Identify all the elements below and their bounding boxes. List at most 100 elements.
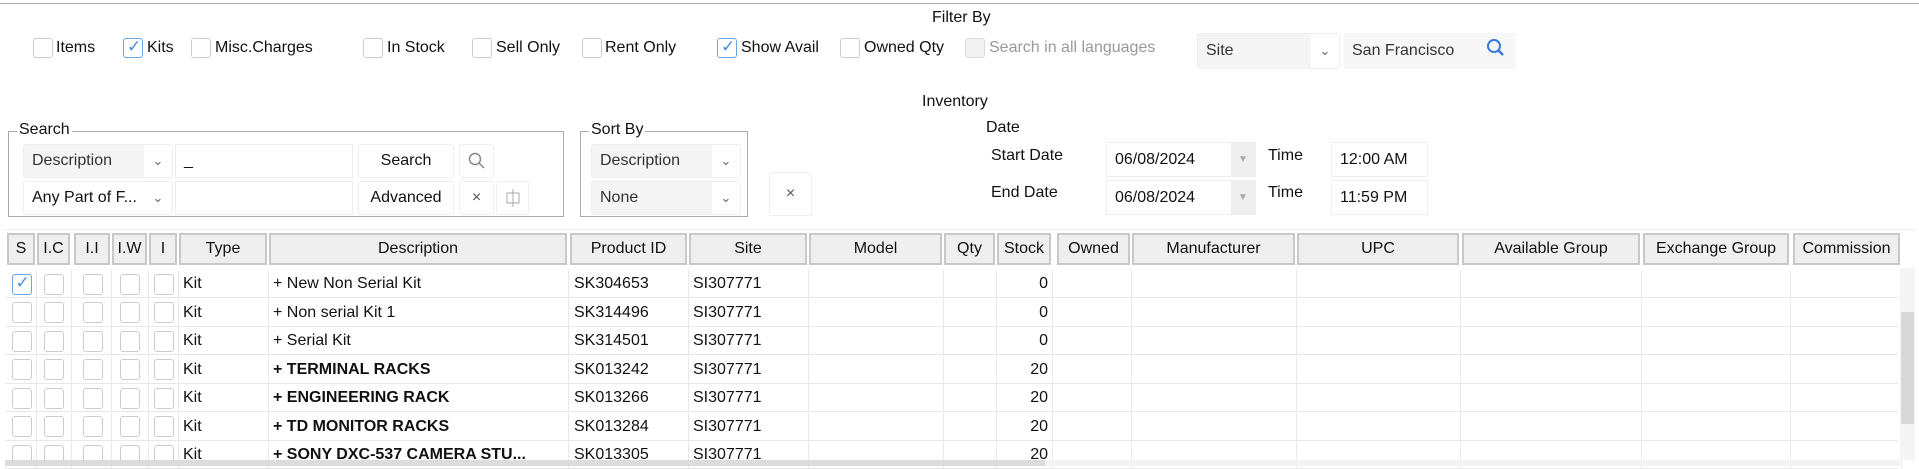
filter-checkbox-sell-only[interactable] [472, 38, 492, 58]
column-header[interactable]: Model [809, 233, 942, 265]
row-checkbox-i-w[interactable] [120, 302, 140, 323]
secondary-search-input[interactable] [175, 181, 353, 215]
vertical-scrollbar[interactable] [1900, 268, 1915, 460]
dropdown-arrow-icon[interactable]: ▼ [1231, 143, 1255, 176]
column-header[interactable]: Type [179, 233, 267, 265]
row-checkbox-i-c[interactable] [44, 302, 64, 323]
row-checkbox-i[interactable] [153, 330, 174, 352]
row-checkbox-i-i[interactable] [82, 387, 103, 409]
checkbox-cell [7, 412, 37, 441]
column-header[interactable]: Commission [1793, 233, 1900, 265]
expand-button[interactable] [496, 181, 529, 215]
column-header[interactable]: Product ID [570, 233, 687, 265]
checkbox-cell [112, 270, 149, 298]
end-date-input[interactable]: 06/08/2024 ▼ [1106, 180, 1256, 215]
table-row[interactable]: Kit + Non serial Kit 1 SK314496 SI307771 0 [5, 298, 1902, 327]
start-time-input[interactable]: 12:00 AM [1331, 142, 1428, 177]
row-checkbox-i-w[interactable] [120, 359, 140, 380]
table-row[interactable]: Kit + Serial Kit SK314501 SI307771 0 [5, 327, 1902, 355]
row-checkbox-s[interactable] [11, 302, 32, 323]
column-header[interactable]: Manufacturer [1132, 233, 1295, 265]
table-row[interactable]: Kit + TERMINAL RACKS SK013242 SI307771 20 [5, 355, 1902, 384]
search-input[interactable]: _ [175, 144, 353, 178]
site-type-dropdown[interactable]: Site ⌄ [1197, 33, 1340, 69]
row-checkbox-i-i[interactable] [82, 273, 103, 295]
column-header[interactable]: Stock [997, 233, 1051, 265]
filter-checkbox-in-stock[interactable] [363, 38, 383, 58]
search-button[interactable]: Search [358, 144, 454, 178]
column-header[interactable]: Site [689, 233, 807, 265]
advanced-button[interactable]: Advanced [358, 181, 454, 215]
cell-description: + TERMINAL RACKS [269, 355, 569, 384]
table-row[interactable]: Kit + TD MONITOR RACKS SK013284 SI307771 20 [5, 412, 1902, 441]
row-checkbox-i-w[interactable] [120, 273, 140, 295]
site-value-field[interactable]: San Francisco [1344, 33, 1516, 69]
column-header[interactable]: I.W [112, 233, 147, 265]
row-checkbox-i[interactable] [153, 359, 174, 380]
row-checkbox-i-c[interactable] [44, 387, 64, 409]
table-row[interactable]: Kit + ENGINEERING RACK SK013266 SI307771 20 [5, 384, 1902, 412]
clear-button[interactable]: × [769, 172, 812, 216]
row-checkbox-i-c[interactable] [44, 359, 64, 380]
row-checkbox-i[interactable] [153, 416, 174, 437]
column-header[interactable]: Available Group [1462, 233, 1640, 265]
column-header[interactable]: I [149, 233, 177, 265]
column-header[interactable]: I.I [74, 233, 110, 265]
cell-product-id: SK013305 [570, 441, 689, 469]
row-checkbox-i[interactable] [153, 273, 174, 295]
row-checkbox-s[interactable] [11, 273, 32, 295]
filter-label: Search in all languages [989, 39, 1156, 56]
column-header[interactable]: S [7, 233, 35, 265]
filter-checkbox-kits[interactable] [123, 37, 143, 58]
search-icon[interactable] [1486, 38, 1506, 58]
checkbox-cell [74, 298, 112, 327]
column-header[interactable]: I.C [37, 233, 70, 265]
end-time-value: 11:59 PM [1340, 188, 1408, 206]
column-header[interactable]: UPC [1297, 233, 1459, 265]
column-header[interactable]: Owned [1057, 233, 1130, 265]
search-field-dropdown[interactable]: Description ⌄ [23, 144, 173, 178]
row-checkbox-i-c[interactable] [44, 330, 64, 352]
magnifier-button[interactable] [459, 144, 494, 178]
column-header[interactable]: Qty [944, 233, 995, 265]
horizontal-scrollbar-thumb[interactable] [5, 460, 1045, 466]
horizontal-scrollbar[interactable] [5, 460, 1900, 466]
column-header[interactable]: Description [269, 233, 567, 265]
row-checkbox-i-i[interactable] [82, 330, 103, 352]
cell-model [809, 355, 944, 384]
row-checkbox-i-c[interactable] [44, 416, 64, 437]
filter-checkbox-items[interactable] [33, 38, 53, 58]
cell-exchange-group [1643, 298, 1791, 327]
row-checkbox-i-i[interactable] [82, 416, 103, 437]
cell-manufacturer [1132, 298, 1297, 327]
sort-primary-dropdown[interactable]: Description ⌄ [591, 144, 741, 178]
scrollbar-thumb[interactable] [1901, 312, 1914, 424]
row-checkbox-s[interactable] [11, 359, 32, 380]
match-type-dropdown[interactable]: Any Part of F... ⌄ [23, 181, 173, 215]
row-checkbox-i-i[interactable] [82, 359, 103, 380]
filter-checkbox-rent-only[interactable] [582, 38, 602, 58]
start-date-input[interactable]: 06/08/2024 ▼ [1106, 142, 1256, 177]
checkbox-cell [149, 298, 179, 327]
cell-model [809, 441, 944, 469]
row-checkbox-i-i[interactable] [82, 302, 103, 323]
column-header[interactable]: Exchange Group [1643, 233, 1789, 265]
dropdown-arrow-icon[interactable]: ▼ [1231, 181, 1255, 214]
cell-commission [1793, 355, 1902, 384]
row-checkbox-s[interactable] [11, 330, 32, 352]
row-checkbox-s[interactable] [11, 387, 32, 409]
row-checkbox-i-c[interactable] [44, 273, 64, 295]
clear-search-button[interactable]: × [459, 181, 494, 215]
sort-secondary-dropdown[interactable]: None ⌄ [591, 181, 741, 215]
filter-checkbox-misc-charges[interactable] [191, 38, 211, 58]
row-checkbox-i-w[interactable] [120, 330, 140, 352]
row-checkbox-i-w[interactable] [120, 387, 140, 409]
filter-checkbox-show-avail[interactable] [717, 37, 737, 58]
row-checkbox-s[interactable] [11, 416, 32, 437]
row-checkbox-i[interactable] [153, 302, 174, 323]
row-checkbox-i-w[interactable] [120, 416, 140, 437]
filter-checkbox-owned-qty[interactable] [840, 38, 860, 58]
row-checkbox-i[interactable] [153, 387, 174, 409]
end-time-input[interactable]: 11:59 PM [1331, 180, 1428, 215]
